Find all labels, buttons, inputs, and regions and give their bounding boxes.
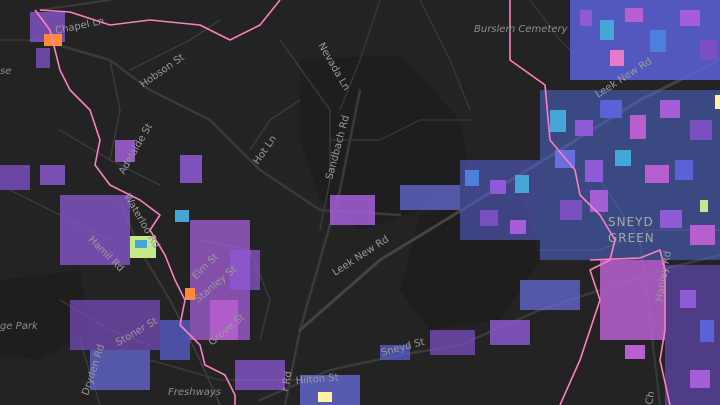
place-label-freshways: Freshways bbox=[168, 387, 221, 398]
road-label-r-rd: r Rd bbox=[280, 370, 294, 392]
area-label-green: GREEN bbox=[608, 231, 655, 245]
road-label-ch: Ch bbox=[644, 390, 657, 405]
place-label-park: ge Park bbox=[0, 321, 39, 332]
place-label-burslem-cemetery: Burslem Cemetery bbox=[474, 24, 569, 35]
place-label-se: se bbox=[0, 66, 11, 77]
ward-boundary bbox=[34, 0, 671, 405]
road-label-hilton-st: Hilton St bbox=[295, 372, 339, 387]
area-label-sneyd: SNEYD bbox=[608, 215, 654, 229]
